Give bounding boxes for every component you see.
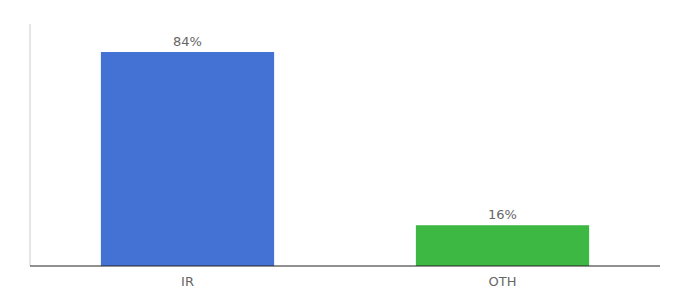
data-label: 84% [173,34,202,49]
bar [101,52,274,266]
chart-container: 84% 16% IR OTH [0,0,680,300]
x-axis-line [30,265,660,266]
y-axis-line [30,24,31,266]
bar [416,225,589,266]
chart: 84% 16% IR OTH [0,0,680,300]
x-tick-label: IR [181,274,194,289]
data-label: 16% [488,207,517,222]
x-tick-label: OTH [489,274,517,289]
bars [101,52,589,266]
